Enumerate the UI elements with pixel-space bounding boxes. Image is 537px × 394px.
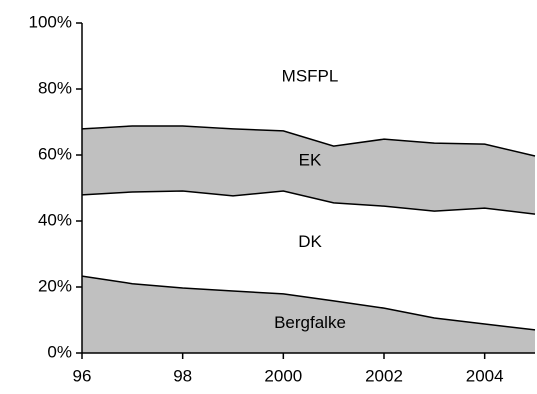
series-label: DK xyxy=(298,232,322,251)
boundary-line xyxy=(81,275,536,331)
area xyxy=(82,276,535,353)
series-label: MSFPL xyxy=(282,66,339,85)
boundary-line xyxy=(81,190,536,215)
y-tick-label: 100% xyxy=(29,12,72,31)
series-label: Bergfalke xyxy=(274,313,346,332)
x-tick-label: 2004 xyxy=(466,366,504,385)
area xyxy=(82,190,535,330)
x-tick-label: 96 xyxy=(73,366,92,385)
boundary-line xyxy=(81,125,536,157)
y-tick-label: 60% xyxy=(38,144,72,163)
y-tick-label: 80% xyxy=(38,78,72,97)
y-tick-label: 20% xyxy=(38,276,72,295)
area xyxy=(82,23,535,156)
x-tick-label: 2000 xyxy=(264,366,302,385)
x-tick-label: 98 xyxy=(173,366,192,385)
series-label: EK xyxy=(299,150,322,169)
x-tick-label: 2002 xyxy=(365,366,403,385)
y-tick-label: 40% xyxy=(38,210,72,229)
y-tick-label: 0% xyxy=(47,342,72,361)
